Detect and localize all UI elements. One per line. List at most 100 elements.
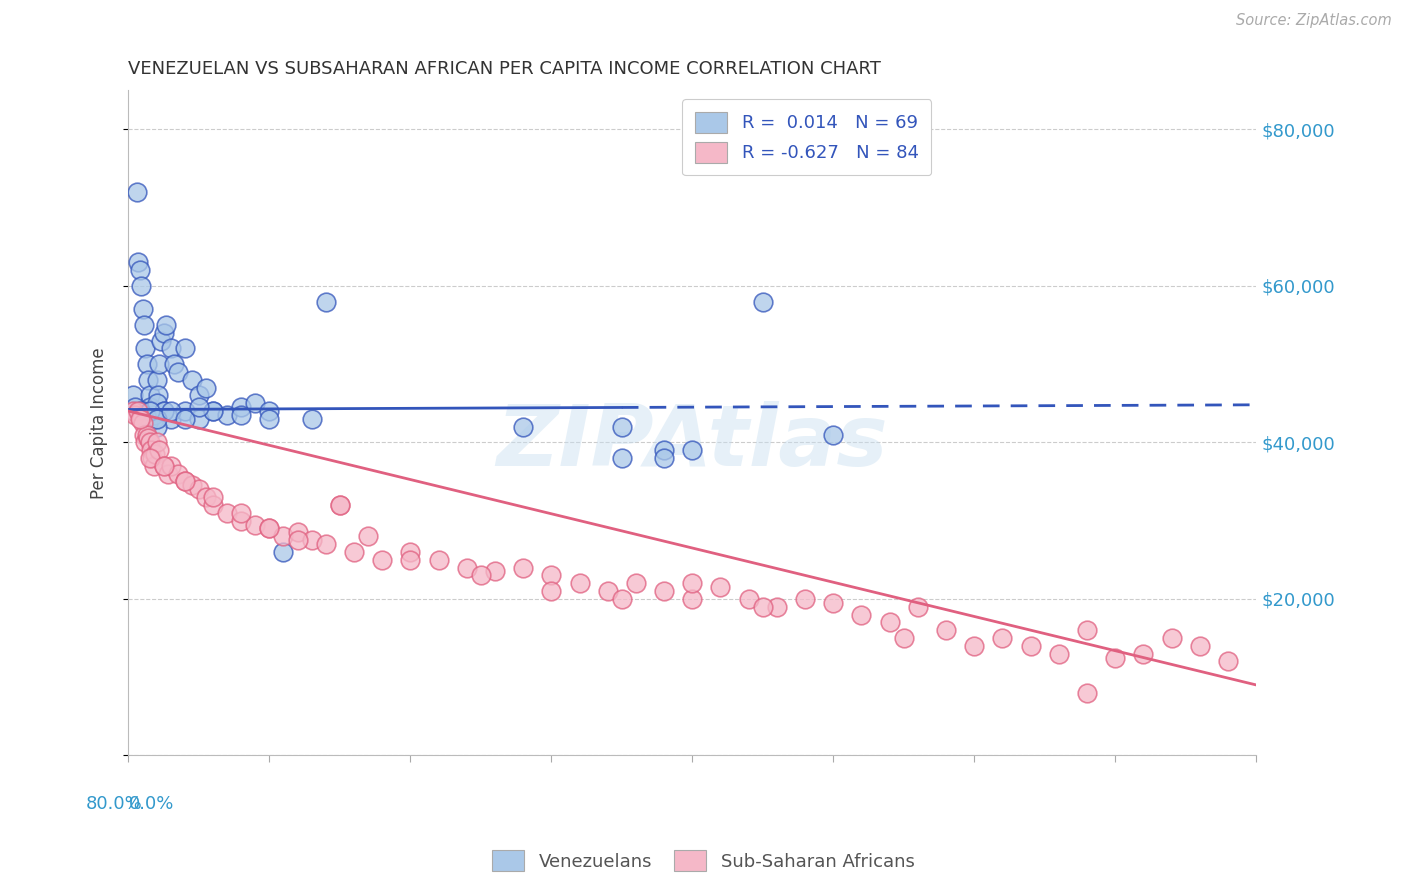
Point — [146, 388, 169, 402]
Point — [162, 357, 184, 371]
Point — [135, 357, 157, 371]
Point — [201, 404, 224, 418]
Y-axis label: Per Capita Income: Per Capita Income — [90, 347, 108, 499]
Point — [456, 560, 478, 574]
Point — [145, 419, 167, 434]
Point — [159, 458, 181, 473]
Text: 80.0%: 80.0% — [86, 796, 142, 814]
Point — [194, 490, 217, 504]
Point — [180, 373, 202, 387]
Point — [143, 447, 166, 461]
Point — [315, 537, 337, 551]
Point — [128, 404, 150, 418]
Point — [427, 553, 450, 567]
Point — [737, 591, 759, 606]
Point — [124, 400, 146, 414]
Point — [259, 404, 281, 418]
Point — [142, 408, 165, 422]
Point — [301, 533, 323, 548]
Point — [329, 498, 352, 512]
Point — [568, 576, 591, 591]
Point — [127, 404, 149, 418]
Point — [399, 545, 422, 559]
Point — [149, 334, 172, 348]
Point — [139, 408, 162, 422]
Point — [315, 294, 337, 309]
Point — [794, 591, 817, 606]
Point — [610, 591, 633, 606]
Point — [166, 365, 188, 379]
Point — [128, 263, 150, 277]
Point — [217, 506, 239, 520]
Point — [245, 517, 267, 532]
Point — [145, 373, 167, 387]
Point — [194, 381, 217, 395]
Point — [610, 419, 633, 434]
Point — [245, 396, 267, 410]
Point — [134, 342, 156, 356]
Text: ZIPAtlas: ZIPAtlas — [496, 401, 889, 484]
Point — [141, 404, 163, 418]
Point — [131, 302, 153, 317]
Point — [540, 584, 562, 599]
Point — [231, 506, 253, 520]
Point — [152, 326, 174, 340]
Point — [259, 521, 281, 535]
Point — [1216, 655, 1239, 669]
Point — [1132, 647, 1154, 661]
Text: 0.0%: 0.0% — [128, 796, 174, 814]
Point — [935, 623, 957, 637]
Point — [823, 427, 845, 442]
Point — [142, 412, 165, 426]
Point — [512, 560, 534, 574]
Point — [132, 427, 155, 442]
Point — [145, 396, 167, 410]
Point — [259, 521, 281, 535]
Point — [1047, 647, 1070, 661]
Point — [624, 576, 647, 591]
Point — [180, 478, 202, 492]
Point — [512, 419, 534, 434]
Point — [231, 400, 253, 414]
Point — [851, 607, 873, 622]
Point — [187, 388, 209, 402]
Point — [138, 400, 160, 414]
Point — [1019, 639, 1042, 653]
Point — [173, 342, 195, 356]
Point — [652, 450, 675, 465]
Legend: Venezuelans, Sub-Saharan Africans: Venezuelans, Sub-Saharan Africans — [484, 843, 922, 879]
Point — [470, 568, 492, 582]
Point — [121, 404, 143, 418]
Point — [231, 514, 253, 528]
Point — [131, 416, 153, 430]
Point — [893, 631, 915, 645]
Point — [155, 318, 177, 332]
Point — [652, 584, 675, 599]
Point — [201, 498, 224, 512]
Point — [652, 443, 675, 458]
Point — [1076, 686, 1098, 700]
Point — [752, 599, 775, 614]
Point — [139, 443, 162, 458]
Point — [138, 404, 160, 418]
Point — [766, 599, 789, 614]
Point — [138, 435, 160, 450]
Point — [142, 458, 165, 473]
Point — [156, 467, 179, 481]
Point — [129, 278, 152, 293]
Point — [145, 412, 167, 426]
Point — [343, 545, 366, 559]
Point — [273, 545, 295, 559]
Point — [201, 490, 224, 504]
Point — [159, 404, 181, 418]
Point — [1160, 631, 1182, 645]
Point — [139, 404, 162, 418]
Point — [173, 475, 195, 489]
Point — [132, 318, 155, 332]
Point — [152, 458, 174, 473]
Point — [136, 432, 159, 446]
Point — [879, 615, 901, 630]
Point — [143, 404, 166, 418]
Point — [963, 639, 986, 653]
Point — [357, 529, 380, 543]
